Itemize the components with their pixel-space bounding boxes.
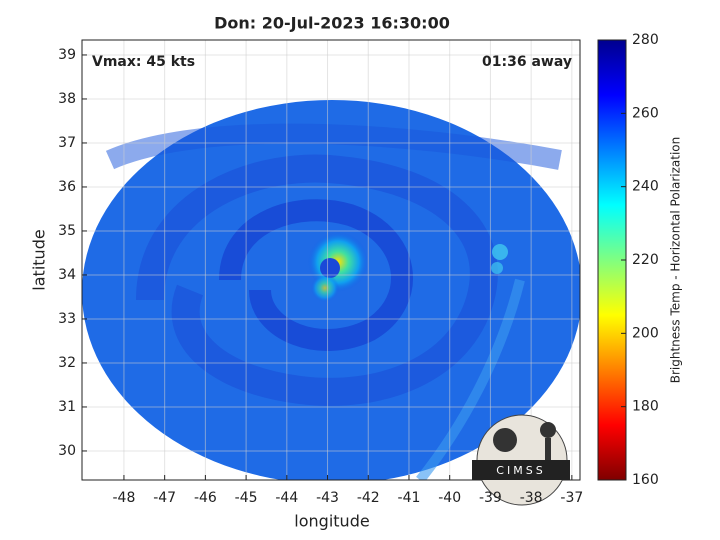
annotation: 01:36 away [482,54,572,70]
y-tick-label: 34 [58,267,76,283]
y-axis-label: latitude [30,229,49,290]
y-tick-label: 36 [58,179,76,195]
x-tick-label: -45 [235,490,258,506]
x-axis-label: longitude [294,512,369,531]
satellite-image [82,100,580,480]
colorbar-tick-label: 220 [632,252,659,268]
y-tick-label: 37 [58,135,76,151]
colorbar-tick-label: 160 [632,472,659,488]
x-tick-label: -43 [316,490,339,506]
logo-text: CIMSS [496,464,545,477]
colorbar-tick-label: 200 [632,325,659,341]
logo: CIMSS [472,414,570,506]
x-tick-label: -48 [113,490,136,506]
colorbar-tick-label: 280 [632,32,659,48]
x-tick-label: -44 [275,490,298,506]
annotation: Vmax: 45 kts [92,54,195,70]
y-tick-label: 32 [58,355,76,371]
colorbar-tick-label: 240 [632,179,659,195]
x-tick-label: -47 [153,490,176,506]
y-tick-label: 30 [58,443,76,459]
y-tick-label: 38 [58,91,76,107]
x-tick-label: -37 [560,490,583,506]
y-tick-label: 33 [58,311,76,327]
x-tick-label: -40 [438,490,461,506]
colorbar-tick-label: 180 [632,399,659,415]
colorbar-label: Brightness Temp - Horizontal Polarizatio… [669,137,683,384]
x-tick-label: -41 [398,490,421,506]
colorbar-tick-label: 260 [632,105,659,121]
y-tick-label: 35 [58,223,76,239]
y-tick-label: 39 [58,47,76,63]
chart-title: Don: 20-Jul-2023 16:30:00 [214,14,450,33]
x-tick-label: -38 [520,490,543,506]
x-tick-label: -46 [194,490,217,506]
x-tick-label: -42 [357,490,380,506]
y-tick-label: 31 [58,399,76,415]
plot-frame [81,39,581,481]
x-tick-label: -39 [479,490,502,506]
